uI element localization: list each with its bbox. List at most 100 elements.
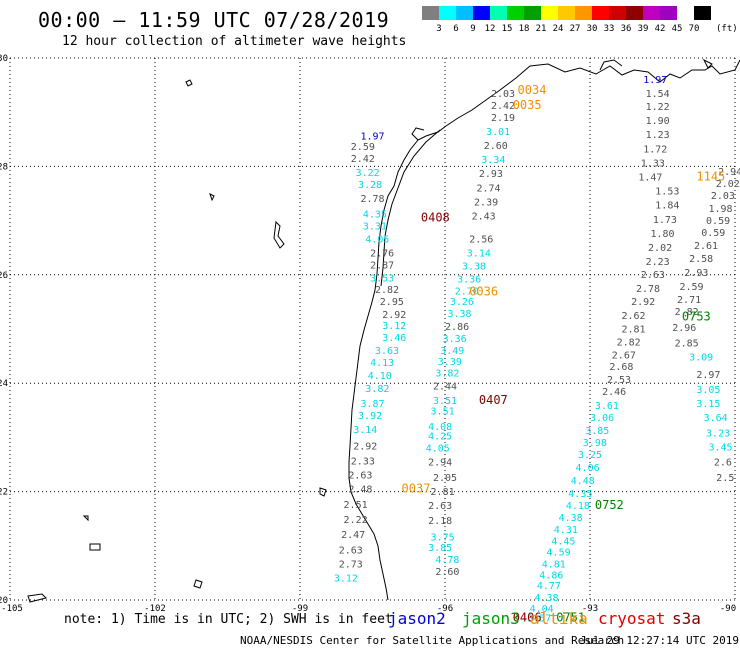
colorbar-label: 27 — [569, 24, 581, 34]
pass-time-label: 0034 — [518, 83, 547, 97]
wave-height-value: 1.98 — [708, 204, 732, 215]
lon-tick-label: -96 — [437, 604, 453, 614]
pass-time-label: 0406 — [513, 611, 542, 625]
wave-height-value: 2.59 — [351, 142, 375, 153]
wave-height-value: 2.02 — [716, 179, 740, 190]
lake-8 — [27, 593, 47, 603]
wave-height-value: 2.05 — [433, 473, 457, 484]
bay-outline — [411, 127, 425, 141]
wave-height-value: 4.05 — [426, 443, 450, 454]
wave-height-value: 0.59 — [706, 216, 730, 227]
colorbar-swatch — [575, 6, 592, 20]
barrier-island — [380, 129, 441, 287]
wave-height-value: 2.82 — [675, 307, 699, 318]
wave-height-value: 3.12 — [334, 574, 358, 585]
wave-height-value: 4.10 — [368, 371, 392, 382]
wave-height-value: 2.74 — [476, 183, 500, 194]
wave-height-value: 2.6 — [714, 458, 732, 469]
wave-height-value: 3.49 — [440, 346, 464, 357]
wave-height-value: 2.43 — [472, 212, 496, 223]
wave-height-value: 1.72 — [643, 144, 667, 155]
wave-height-value: 2.47 — [341, 530, 365, 541]
wave-height-value: 2.92 — [631, 297, 655, 308]
colorbar-label: 70 — [688, 24, 700, 34]
wave-height-value: 3.28 — [358, 180, 382, 191]
wave-height-value: 3.46 — [382, 333, 406, 344]
inland-lakes — [27, 58, 713, 603]
wave-height-value: 3.26 — [450, 297, 474, 308]
wave-height-value: 3.22 — [356, 168, 380, 179]
wave-height-value: 4.81 — [542, 559, 566, 570]
wave-height-value: 2.62 — [621, 311, 645, 322]
map-subtitle: 12 hour collection of altimeter wave hei… — [62, 34, 407, 49]
peninsula-outline — [599, 59, 623, 71]
colorbar-label: 45 — [671, 24, 683, 34]
wave-height-value: 4.59 — [547, 548, 571, 559]
wave-height-value: 1.80 — [650, 229, 674, 240]
wave-height-value: 1.97 — [643, 75, 667, 86]
wave-height-value: 2.63 — [641, 270, 665, 281]
wave-height-value: 3.53 — [370, 273, 394, 284]
wave-height-value: 2.93 — [479, 169, 503, 180]
wave-height-value: 3.31 — [363, 221, 387, 232]
wave-height-value: 1.22 — [646, 102, 670, 113]
colorbar-label: 9 — [470, 24, 476, 34]
axis-tick-labels: -105 -102 -99 -96 -93 -90 30 28 26 24 22 20 — [0, 54, 736, 614]
coastline — [348, 59, 740, 601]
wave-height-value: 3.61 — [595, 401, 619, 412]
colorbar-swatch — [643, 6, 660, 20]
wave-height-value: 1.97 — [360, 131, 384, 142]
colorbar-label: 18 — [518, 24, 530, 34]
wave-height-value: 2.86 — [445, 322, 469, 333]
colorbar-swatch — [422, 6, 439, 20]
lake-3 — [209, 193, 215, 202]
wave-height-value: 2.59 — [679, 282, 703, 293]
wave-height-value: 2.60 — [435, 567, 459, 578]
colorbar-swatch — [541, 6, 558, 20]
lake-5 — [82, 515, 89, 522]
colorbar-swatch — [439, 6, 456, 20]
wave-height-value: 2.94 — [428, 458, 452, 469]
wave-height-value: 1.73 — [653, 215, 677, 226]
colorbar-swatch — [524, 6, 541, 20]
wave-height-value: 2.22 — [344, 515, 368, 526]
wave-height-value: 3.87 — [360, 399, 384, 410]
wave-height-value: 3.51 — [433, 396, 457, 407]
wave-height-value: 3.64 — [704, 413, 728, 424]
wave-height-value: 2.42 — [351, 154, 375, 165]
wave-height-value: 2.96 — [672, 323, 696, 334]
pass-time-label: 0753 — [682, 309, 711, 323]
lon-tick-label: -105 — [1, 604, 23, 614]
wave-height-value: 4.13 — [370, 358, 394, 369]
wave-height-value: 3.51 — [431, 407, 455, 418]
lon-tick-label: -90 — [720, 604, 736, 614]
colorbar-label: 15 — [501, 24, 513, 34]
wave-height-value: 2.39 — [474, 197, 498, 208]
satellite-legend-jason3: jason3 — [462, 609, 520, 628]
lake-2 — [273, 220, 285, 249]
colorbar-swatch — [694, 6, 711, 20]
colorbar-swatch — [609, 6, 626, 20]
wave-height-value: 3.85 — [585, 426, 609, 437]
wave-height-value: 2.81 — [621, 324, 645, 335]
lat-tick-label: 26 — [0, 271, 8, 281]
wave-height-value: 3.36 — [443, 334, 467, 345]
wave-height-value: 2.82 — [617, 337, 641, 348]
colorbar-label: 3 — [436, 24, 442, 34]
wave-height-value: 3.36 — [457, 274, 481, 285]
colorbar-swatch — [660, 6, 677, 20]
wave-height-value: 2.87 — [370, 260, 394, 271]
lat-tick-label: 24 — [0, 379, 8, 389]
wave-height-value: 3.85 — [428, 543, 452, 554]
colorbar-swatch — [456, 6, 473, 20]
wave-height-value: 2.51 — [344, 500, 368, 511]
pass-time-label: 0036 — [469, 284, 498, 298]
colorbar-swatch — [473, 6, 490, 20]
wave-height-value: 3.39 — [438, 357, 462, 368]
lat-tick-label: 22 — [0, 488, 8, 498]
wave-height-value: 2.67 — [612, 350, 636, 361]
wave-height-value: 2.92 — [382, 310, 406, 321]
wave-height-value: 3.05 — [696, 385, 720, 396]
wave-height-value: 4.38 — [559, 513, 583, 524]
